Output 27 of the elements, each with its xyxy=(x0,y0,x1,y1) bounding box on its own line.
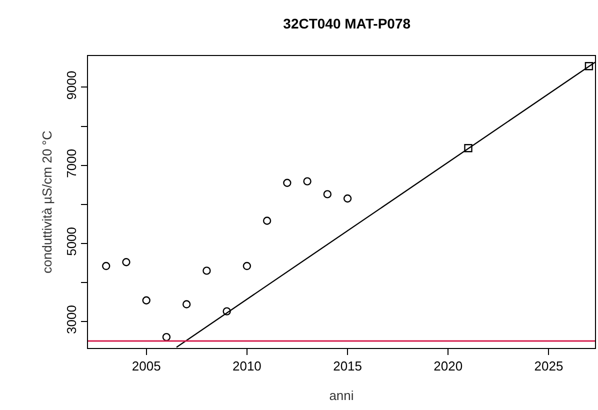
y-tick-label: 3000 xyxy=(64,305,79,334)
x-tick-label: 2025 xyxy=(534,358,564,374)
x-tick-label: 2005 xyxy=(132,358,161,374)
y-tick-label: 5000 xyxy=(64,226,79,256)
y-tick-label: 7000 xyxy=(64,148,79,178)
x-axis-title: anni xyxy=(329,388,354,404)
point xyxy=(584,62,594,70)
point xyxy=(283,178,292,187)
x-tick-label: 2015 xyxy=(333,358,362,374)
point xyxy=(464,144,472,152)
point xyxy=(162,332,171,342)
point xyxy=(222,307,231,316)
point xyxy=(102,262,110,270)
x-tick-label: 2010 xyxy=(232,358,262,374)
point xyxy=(202,266,211,275)
point xyxy=(122,258,130,266)
point xyxy=(343,194,352,203)
point xyxy=(182,300,191,308)
y-axis-title: conduttività µS/cm 20 °C xyxy=(40,130,55,274)
point xyxy=(142,296,150,304)
y-tick-label: 9000 xyxy=(64,70,79,100)
point xyxy=(262,216,272,225)
chart-title: 32CT040 MAT-P078 xyxy=(283,15,411,32)
point xyxy=(323,190,332,198)
point xyxy=(242,262,252,270)
point xyxy=(303,177,312,186)
x-tick-label: 2020 xyxy=(434,358,463,374)
